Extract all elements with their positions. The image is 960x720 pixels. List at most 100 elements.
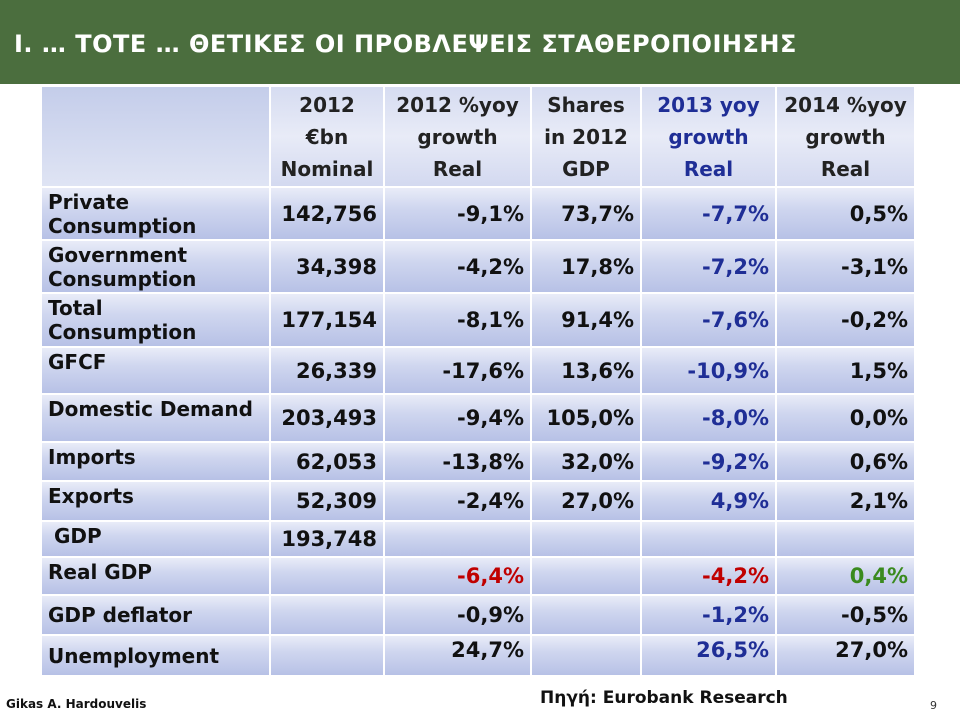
cell-2014-growth: 0,5% [775, 186, 916, 241]
header-2012-growth: 2012 %yoy growth Real [383, 85, 532, 188]
header-line: in 2012 [544, 124, 628, 149]
header-2013-growth: 2013 yoy growth Real [640, 85, 777, 188]
page-number: 9 [930, 699, 937, 712]
header-line: 2012 %yoy [396, 92, 519, 117]
cell-2012-nominal: 203,493 [269, 393, 385, 443]
cell-2014-growth: 0,0% [775, 393, 916, 443]
cell-2012-growth: -2,4% [383, 480, 532, 522]
cell-2012-growth: 24,7% [383, 634, 532, 677]
row-label: Imports [40, 441, 271, 482]
cell-shares-gdp: 13,6% [530, 346, 642, 395]
cell-shares-gdp: 32,0% [530, 441, 642, 482]
cell-shares-gdp [530, 556, 642, 596]
row-label: Exports [40, 480, 271, 522]
header-line: Real [820, 156, 871, 181]
table-header-row: 2012 €bn Nominal 2012 %yoy growth Real S… [40, 85, 916, 188]
cell-2012-growth: -6,4% [383, 556, 532, 596]
cell-2012-growth: -13,8% [383, 441, 532, 482]
forecast-table: 2012 €bn Nominal 2012 %yoy growth Real S… [40, 85, 916, 677]
row-label: Total Consumption [40, 292, 271, 348]
forecast-table-container: 2012 €bn Nominal 2012 %yoy growth Real S… [40, 85, 916, 677]
cell-shares-gdp: 105,0% [530, 393, 642, 443]
header-line: growth [668, 124, 749, 149]
header-line: 2013 yoy [657, 92, 760, 117]
cell-2014-growth: 0,6% [775, 441, 916, 482]
header-line: Nominal [280, 156, 374, 181]
row-label: Domestic Demand [40, 393, 271, 443]
cell-2014-growth: 27,0% [775, 634, 916, 677]
row-label: Unemployment [40, 634, 271, 677]
row-label: GFCF [40, 346, 271, 395]
cell-2013-growth: -8,0% [640, 393, 777, 443]
header-line: Real [432, 156, 483, 181]
cell-shares-gdp [530, 520, 642, 558]
row-label: Private Consumption [40, 186, 271, 241]
cell-2013-growth: 26,5% [640, 634, 777, 677]
header-corner-cell [40, 85, 271, 188]
cell-2012-growth [383, 520, 532, 558]
header-line: 2014 %yoy [784, 92, 907, 117]
cell-2012-nominal [269, 556, 385, 596]
cell-shares-gdp: 73,7% [530, 186, 642, 241]
cell-shares-gdp: 91,4% [530, 292, 642, 348]
header-line: GDP [562, 156, 610, 181]
cell-2012-growth: -9,1% [383, 186, 532, 241]
table-row-imports: Imports 62,053 -13,8% 32,0% -9,2% 0,6% [40, 441, 916, 482]
cell-2013-growth [640, 520, 777, 558]
row-label: GDP [40, 520, 271, 558]
cell-2012-nominal: 62,053 [269, 441, 385, 482]
cell-2014-growth [775, 520, 916, 558]
header-2014-growth: 2014 %yoy growth Real [775, 85, 916, 188]
row-label-line: Consumption [48, 266, 197, 291]
cell-shares-gdp: 27,0% [530, 480, 642, 522]
cell-2012-growth: -8,1% [383, 292, 532, 348]
header-line: growth [417, 124, 498, 149]
cell-2013-growth: 4,9% [640, 480, 777, 522]
cell-2012-nominal: 193,748 [269, 520, 385, 558]
row-label-line: Consumption [48, 320, 197, 344]
cell-2012-nominal: 177,154 [269, 292, 385, 348]
author-name: Gikas A. Hardouvelis [6, 697, 147, 711]
cell-2013-growth: -7,7% [640, 186, 777, 241]
cell-2012-nominal: 26,339 [269, 346, 385, 395]
cell-shares-gdp: 17,8% [530, 239, 642, 294]
header-line: Real [683, 156, 734, 181]
header-line: €bn [305, 124, 349, 149]
table-row-gdp-deflator: GDP deflator -0,9% -1,2% -0,5% [40, 594, 916, 636]
cell-2013-growth: -10,9% [640, 346, 777, 395]
header-line: 2012 [299, 92, 355, 117]
table-row-real-gdp: Real GDP -6,4% -4,2% 0,4% [40, 556, 916, 596]
cell-2012-nominal [269, 594, 385, 636]
cell-2013-growth: -4,2% [640, 556, 777, 596]
row-label-line: Government [48, 242, 188, 267]
row-label: Government Consumption [40, 239, 271, 294]
row-label: Real GDP [40, 556, 271, 596]
source-note: Πηγή: Eurobank Research [540, 688, 788, 708]
cell-2013-growth: -1,2% [640, 594, 777, 636]
cell-2014-growth: -0,5% [775, 594, 916, 636]
cell-2012-nominal [269, 634, 385, 677]
row-label-line: Consumption [48, 213, 197, 238]
row-label-line: Private [48, 189, 130, 214]
table-row-domestic-demand: Domestic Demand 203,493 -9,4% 105,0% -8,… [40, 393, 916, 443]
row-label-line: Total [48, 296, 103, 320]
table-row-government-consumption: Government Consumption 34,398 -4,2% 17,8… [40, 239, 916, 294]
header-shares-gdp: Shares in 2012 GDP [530, 85, 642, 188]
cell-2014-growth: -3,1% [775, 239, 916, 294]
cell-2012-growth: -4,2% [383, 239, 532, 294]
cell-2012-nominal: 34,398 [269, 239, 385, 294]
table-row-unemployment: Unemployment 24,7% 26,5% 27,0% [40, 634, 916, 677]
cell-2012-growth: -17,6% [383, 346, 532, 395]
table-row-gdp: GDP 193,748 [40, 520, 916, 558]
cell-2012-nominal: 52,309 [269, 480, 385, 522]
header-line: Shares [547, 92, 625, 117]
cell-2014-growth: 0,4% [775, 556, 916, 596]
cell-2013-growth: -7,2% [640, 239, 777, 294]
cell-2012-growth: -0,9% [383, 594, 532, 636]
slide-title: I. … ΤΟΤΕ … ΘΕΤΙΚΕΣ ΟΙ ΠΡΟΒΛΕΨΕΙΣ ΣΤΑΘΕΡ… [14, 30, 797, 58]
cell-2013-growth: -7,6% [640, 292, 777, 348]
cell-2014-growth: 2,1% [775, 480, 916, 522]
cell-2013-growth: -9,2% [640, 441, 777, 482]
cell-shares-gdp [530, 594, 642, 636]
cell-2014-growth: 1,5% [775, 346, 916, 395]
